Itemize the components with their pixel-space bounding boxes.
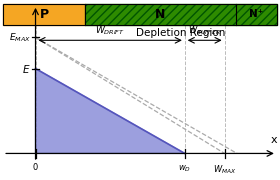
Text: $E_{MAX}$: $E_{MAX}$ (9, 31, 31, 44)
Text: $E$: $E$ (22, 63, 31, 75)
Text: $W_{BUFFER}$: $W_{BUFFER}$ (188, 24, 221, 37)
Bar (3, 4, 277, 25)
Text: Depletion Region: Depletion Region (136, 28, 226, 37)
Text: N: N (155, 8, 166, 21)
Text: P: P (40, 8, 49, 21)
Text: N⁺: N⁺ (249, 9, 263, 19)
Bar (236, 4, 277, 25)
Bar (85, 4, 236, 25)
Bar (85, 4, 236, 25)
Text: $W_{MAX}$: $W_{MAX}$ (213, 163, 236, 176)
Text: $w_D$: $w_D$ (178, 163, 191, 174)
Text: $W_{DRIFT}$: $W_{DRIFT}$ (95, 24, 125, 37)
Polygon shape (36, 69, 185, 153)
Bar (236, 4, 277, 25)
Text: x: x (271, 135, 278, 145)
Text: 0: 0 (33, 163, 38, 172)
Bar (3, 4, 85, 25)
